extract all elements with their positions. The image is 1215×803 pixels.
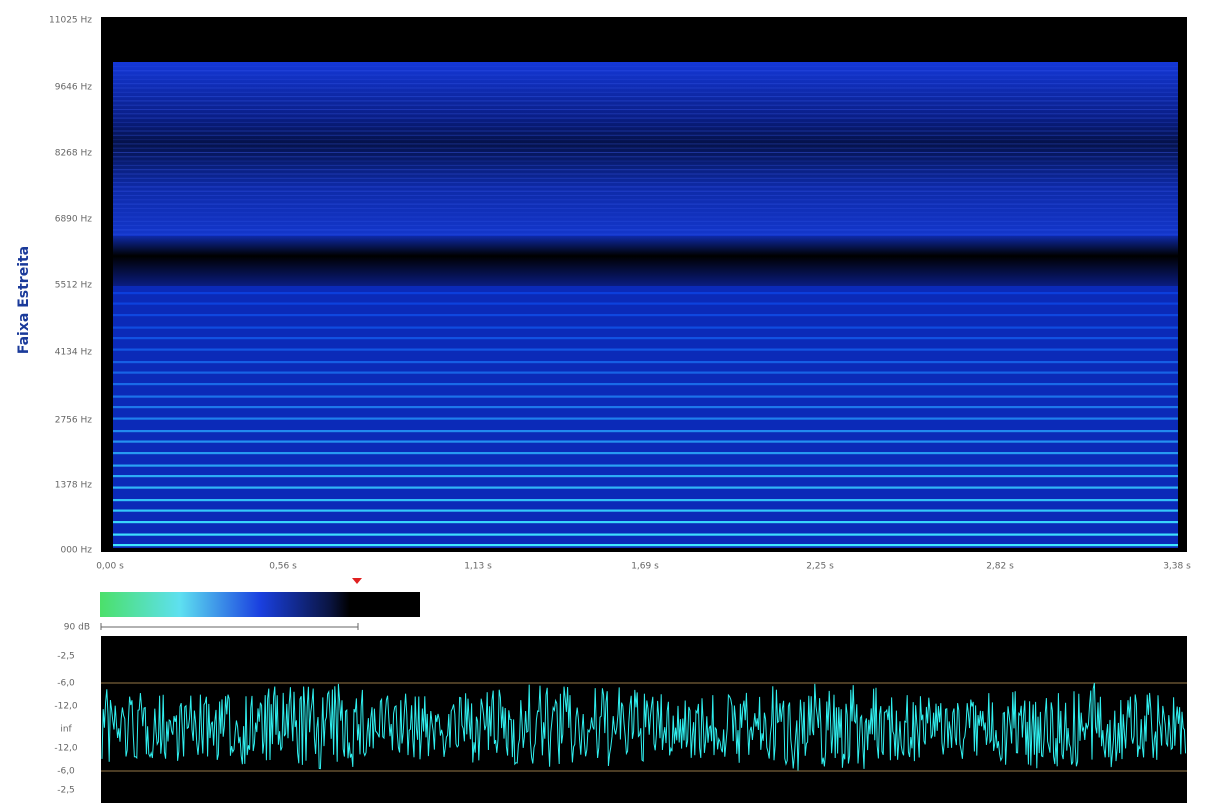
upper-noise — [113, 190, 1178, 192]
upper-noise — [113, 216, 1178, 218]
x-tick-label: 0,56 s — [269, 562, 297, 572]
harmonic-stripe — [113, 302, 1178, 305]
harmonic-stripe — [113, 314, 1178, 317]
waveform-tick-label: -12,0 — [54, 744, 78, 754]
harmonic-stripe — [113, 430, 1178, 433]
upper-noise — [113, 173, 1178, 175]
upper-noise — [113, 160, 1178, 162]
harmonic-stripe — [113, 499, 1178, 502]
y-tick-label: 5512 Hz — [55, 281, 93, 291]
harmonic-stripe — [113, 395, 1178, 398]
upper-noise — [113, 91, 1178, 93]
x-tick-label: 0,00 s — [96, 562, 124, 572]
x-tick-label: 1,69 s — [631, 562, 659, 572]
harmonic-stripe — [113, 337, 1178, 340]
colorbar-range — [100, 623, 359, 630]
y-tick-label: 000 Hz — [60, 546, 92, 556]
upper-noise — [113, 143, 1178, 145]
upper-noise — [113, 212, 1178, 214]
y-tick-label: 1378 Hz — [55, 481, 93, 491]
upper-noise — [113, 83, 1178, 85]
upper-noise — [113, 117, 1178, 119]
upper-noise — [113, 169, 1178, 171]
x-tick-label: 1,13 s — [464, 562, 492, 572]
y-tick-label: 11025 Hz — [49, 16, 92, 26]
harmonic-stripe — [113, 464, 1178, 467]
colorbar — [100, 592, 420, 617]
harmonic-stripe — [113, 326, 1178, 329]
upper-noise — [113, 66, 1178, 67]
upper-noise — [113, 195, 1178, 196]
harmonic-stripe — [113, 544, 1178, 547]
upper-noise — [113, 225, 1178, 227]
upper-noise — [113, 126, 1178, 128]
y-tick-label: 2756 Hz — [55, 416, 93, 426]
waveform-tick-label: -12,0 — [54, 702, 78, 712]
waveform-tick-label: inf — [60, 725, 72, 735]
spectrogram-upper — [113, 62, 1178, 242]
waveform-tick-label: -2,5 — [57, 786, 75, 796]
upper-noise — [113, 177, 1178, 179]
waveform — [101, 682, 1187, 771]
y-tick-label: 9646 Hz — [55, 83, 93, 93]
spectrogram-dark-band — [113, 236, 1178, 286]
harmonic-stripe — [113, 348, 1178, 351]
waveform-tick-label: -6,0 — [57, 679, 75, 689]
harmonic-stripe — [113, 486, 1178, 489]
upper-noise — [113, 139, 1178, 141]
harmonic-stripe — [113, 371, 1178, 374]
harmonic-stripe — [113, 533, 1178, 536]
y-tick-label: 6890 Hz — [55, 215, 93, 225]
upper-noise — [113, 109, 1178, 110]
harmonic-stripe — [113, 417, 1178, 420]
upper-noise — [113, 220, 1178, 222]
upper-noise — [113, 229, 1178, 231]
harmonic-stripe — [113, 475, 1178, 478]
playhead-marker[interactable] — [352, 578, 362, 584]
upper-noise — [113, 104, 1178, 106]
upper-noise — [113, 147, 1178, 149]
upper-noise — [113, 156, 1178, 158]
spectrogram-lower — [113, 286, 1178, 548]
upper-noise — [113, 74, 1178, 76]
colorbar-label: 90 dB — [64, 623, 90, 633]
upper-noise — [113, 152, 1178, 153]
upper-noise — [113, 121, 1178, 123]
upper-noise — [113, 199, 1178, 201]
x-tick-label: 2,25 s — [806, 562, 834, 572]
x-tick-label: 2,82 s — [986, 562, 1014, 572]
upper-noise — [113, 78, 1178, 80]
waveform-tick-label: -6,0 — [57, 767, 75, 777]
upper-noise — [113, 233, 1178, 235]
upper-noise — [113, 113, 1178, 115]
upper-noise — [113, 130, 1178, 132]
upper-noise — [113, 96, 1178, 98]
harmonic-stripe — [113, 292, 1178, 295]
upper-noise — [113, 70, 1178, 72]
harmonic-stripe — [113, 521, 1178, 524]
waveform-tick-label: -2,5 — [57, 652, 75, 662]
upper-noise — [113, 87, 1178, 89]
upper-noise — [113, 100, 1178, 102]
upper-noise — [113, 134, 1178, 136]
upper-noise — [113, 182, 1178, 184]
upper-noise — [113, 203, 1178, 205]
harmonic-stripe — [113, 406, 1178, 409]
upper-noise — [113, 186, 1178, 188]
upper-noise — [113, 207, 1178, 209]
harmonic-stripe — [113, 361, 1178, 364]
y-axis-label: Faixa Estreita — [16, 246, 32, 354]
upper-noise — [113, 164, 1178, 166]
harmonic-stripe — [113, 452, 1178, 455]
harmonic-stripe — [113, 509, 1178, 512]
harmonic-stripe — [113, 440, 1178, 443]
x-tick-label: 3,38 s — [1163, 562, 1191, 572]
y-tick-label: 4134 Hz — [55, 348, 93, 358]
y-tick-label: 8268 Hz — [55, 149, 93, 159]
harmonic-stripe — [113, 383, 1178, 386]
